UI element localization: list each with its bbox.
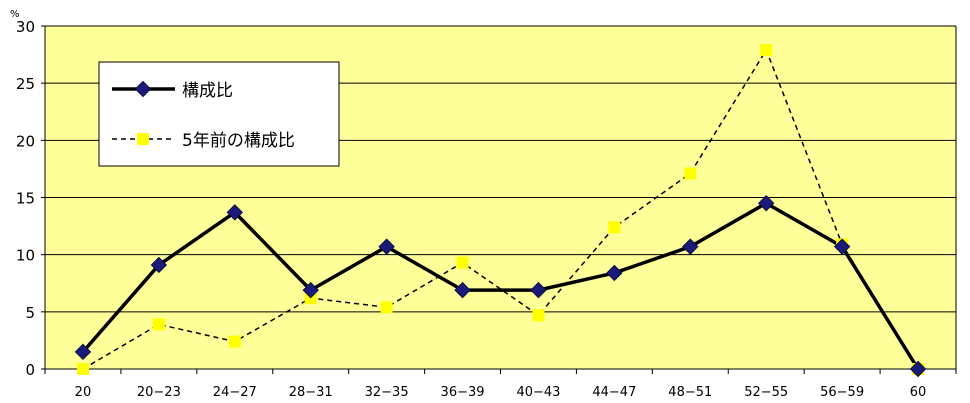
- series-1-point: [302, 281, 319, 299]
- legend-marker-series-2: [137, 133, 149, 145]
- x-tick-label: 48−51: [668, 385, 712, 400]
- x-tick-label: 56−59: [820, 385, 864, 400]
- series-2-point: [228, 335, 241, 348]
- legend: 構成比 5年前の構成比: [98, 61, 340, 167]
- series-1-point: [682, 238, 699, 255]
- y-tick-label-20: 20: [16, 132, 35, 150]
- series-1-point: [150, 256, 168, 274]
- series-1-point: [909, 360, 927, 378]
- legend-box: [98, 61, 340, 167]
- series-line-1: [81, 201, 920, 370]
- legend-marker-series-1: [134, 80, 152, 98]
- axes: 0 5 10 15 20 25 30 20 20−23 24−27 28−31 32−35 36−39 4…: [16, 18, 957, 400]
- series-1-point: [530, 281, 547, 299]
- series-1-point: [226, 204, 243, 221]
- x-tick-label: 24−27: [213, 385, 257, 400]
- y-tick-label-5: 5: [25, 304, 35, 322]
- x-tick-label: 20−23: [137, 385, 181, 400]
- y-tick-label-30: 30: [16, 18, 35, 36]
- series-1-point: [74, 343, 92, 361]
- y-tick-label-25: 25: [16, 75, 35, 93]
- series-2-point: [608, 221, 621, 234]
- series-2-point: [684, 167, 697, 180]
- x-tick-label: 60: [910, 385, 927, 400]
- legend-label-series-1: 構成比: [182, 81, 233, 101]
- x-tick-label: 44−47: [592, 385, 636, 400]
- x-tick-label: 52−55: [744, 385, 788, 400]
- series-2-point: [456, 256, 469, 269]
- series-1-point: [454, 281, 471, 299]
- series-2-point: [532, 309, 545, 322]
- x-tick-label: 40−43: [516, 385, 560, 400]
- x-tick-label: 36−39: [441, 385, 485, 400]
- series-2-point: [760, 44, 773, 57]
- series-2-point: [380, 301, 393, 314]
- y-tick-label-10: 10: [16, 247, 35, 265]
- series-1-point: [606, 264, 623, 282]
- series-layer: [74, 44, 927, 378]
- series-1-point: [758, 195, 775, 212]
- series-1-point: [833, 238, 851, 255]
- series-1-point: [378, 238, 395, 255]
- x-tick-label: 20: [75, 385, 92, 400]
- y-tick-label-15: 15: [16, 190, 35, 208]
- series-2-point: [152, 318, 165, 331]
- series-2-point: [76, 363, 89, 375]
- x-tick-label: 28−31: [289, 385, 333, 400]
- y-tick-label-0: 0: [25, 361, 35, 379]
- legend-label-series-2: 5年前の構成比: [182, 131, 295, 151]
- x-tick-label: 32−35: [365, 385, 409, 400]
- y-unit-label: %: [10, 9, 20, 20]
